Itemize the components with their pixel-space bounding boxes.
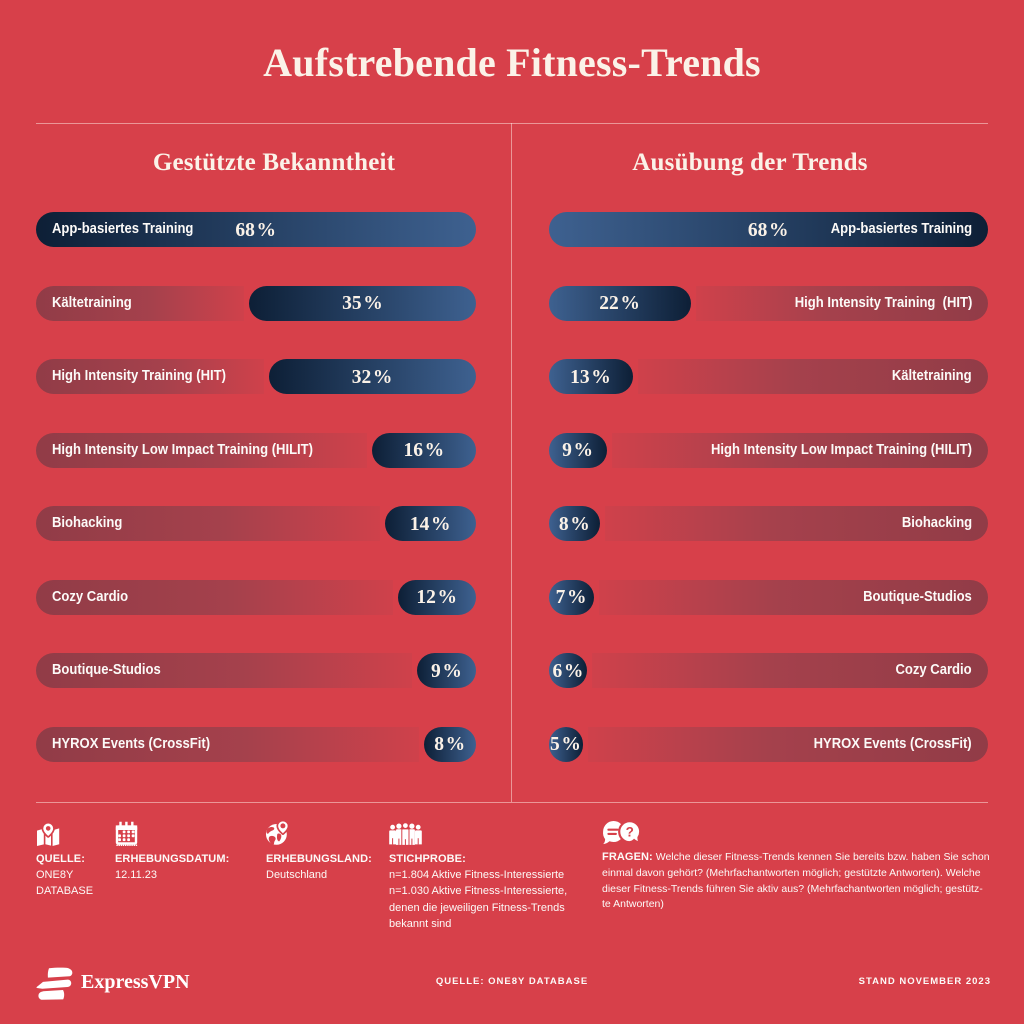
svg-text:?: ? <box>626 824 634 839</box>
